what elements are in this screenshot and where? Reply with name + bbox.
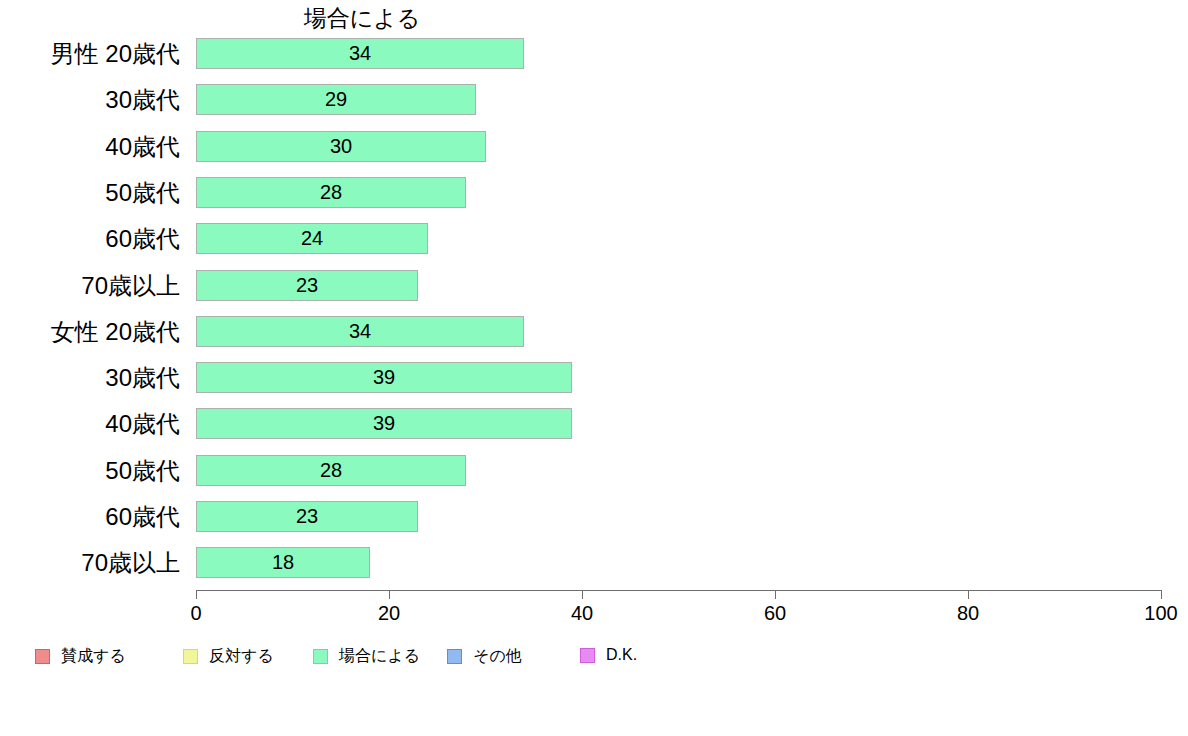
value-label: 23	[296, 274, 318, 297]
x-axis-tick	[582, 590, 583, 599]
bar: 24	[196, 223, 428, 254]
x-axis-tick-label: 100	[1131, 602, 1188, 625]
bar: 23	[196, 501, 418, 532]
legend-swatch	[35, 649, 50, 664]
value-label: 34	[349, 320, 371, 343]
x-axis-tick-label: 80	[938, 602, 998, 625]
category-label: 60歳代	[0, 501, 180, 532]
x-axis-tick	[196, 590, 197, 599]
value-label: 30	[330, 135, 352, 158]
category-label: 70歳以上	[0, 270, 180, 301]
bar: 29	[196, 84, 476, 115]
value-label: 23	[296, 505, 318, 528]
category-label: 男性 20歳代	[0, 38, 180, 69]
legend-swatch	[580, 648, 595, 663]
value-label: 29	[325, 88, 347, 111]
x-axis-tick-label: 40	[552, 602, 612, 625]
bar: 39	[196, 362, 572, 393]
value-label: 28	[320, 459, 342, 482]
bar: 39	[196, 408, 572, 439]
category-label: 40歳代	[0, 131, 180, 162]
x-axis-tick	[775, 590, 776, 599]
legend-swatch	[447, 649, 462, 664]
bar: 23	[196, 270, 418, 301]
value-label: 18	[272, 551, 294, 574]
bar: 28	[196, 177, 466, 208]
bar: 18	[196, 547, 370, 578]
bar-chart-canvas: 場合による 男性 20歳代 34 30歳代 29 40歳代 30 50歳代 28 60歳代 24 7…	[0, 0, 1188, 736]
value-label: 39	[373, 412, 395, 435]
value-label: 24	[301, 227, 323, 250]
bar: 28	[196, 455, 466, 486]
legend-label: D.K.	[606, 646, 637, 664]
x-axis-tick-label: 60	[745, 602, 805, 625]
category-label: 30歳代	[0, 84, 180, 115]
x-axis-tick	[389, 590, 390, 599]
category-label: 50歳代	[0, 177, 180, 208]
legend-item: 反対する	[183, 646, 274, 667]
category-label: 60歳代	[0, 223, 180, 254]
legend-label: 賛成する	[61, 646, 126, 667]
legend-swatch	[313, 649, 328, 664]
bar: 34	[196, 38, 524, 69]
bar: 34	[196, 316, 524, 347]
category-label: 女性 20歳代	[0, 316, 180, 347]
x-axis-tick	[968, 590, 969, 599]
x-axis-tick-label: 0	[166, 602, 226, 625]
bar: 30	[196, 131, 486, 162]
category-label: 40歳代	[0, 408, 180, 439]
chart-title: 場合による	[197, 3, 527, 34]
x-axis-line	[196, 590, 1161, 591]
category-label: 70歳以上	[0, 547, 180, 578]
value-label: 39	[373, 366, 395, 389]
legend-label: 反対する	[209, 646, 274, 667]
x-axis-tick	[1161, 590, 1162, 599]
legend-item: その他	[447, 646, 522, 667]
value-label: 34	[349, 42, 371, 65]
category-label: 50歳代	[0, 455, 180, 486]
value-label: 28	[320, 181, 342, 204]
legend-label: 場合による	[339, 646, 420, 667]
legend-item: D.K.	[580, 646, 637, 664]
legend-item: 賛成する	[35, 646, 126, 667]
x-axis-tick-label: 20	[359, 602, 419, 625]
legend-item: 場合による	[313, 646, 420, 667]
category-label: 30歳代	[0, 362, 180, 393]
legend-label: その他	[473, 646, 522, 667]
legend-swatch	[183, 649, 198, 664]
legend: 賛成する 反対する 場合による その他 D.K.	[0, 646, 1188, 670]
